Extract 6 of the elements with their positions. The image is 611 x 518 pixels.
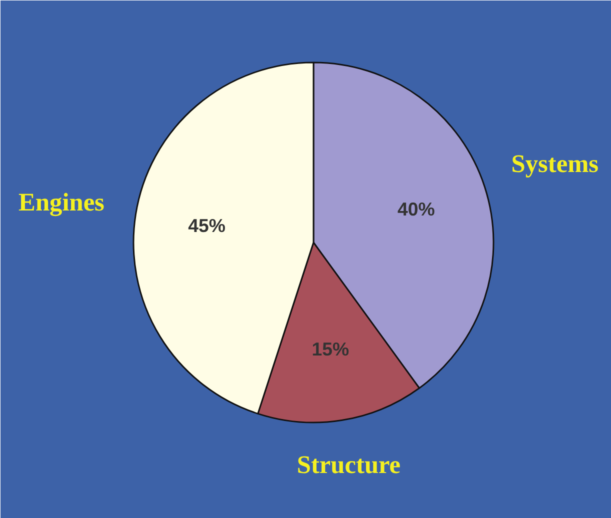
data-label: 40% bbox=[398, 198, 436, 220]
data-label: 45% bbox=[188, 215, 226, 236]
data-label: 15% bbox=[312, 338, 350, 360]
slice-label: Systems bbox=[511, 150, 599, 178]
slice-label: Engines bbox=[18, 188, 105, 217]
slice-label: Structure bbox=[296, 450, 401, 479]
